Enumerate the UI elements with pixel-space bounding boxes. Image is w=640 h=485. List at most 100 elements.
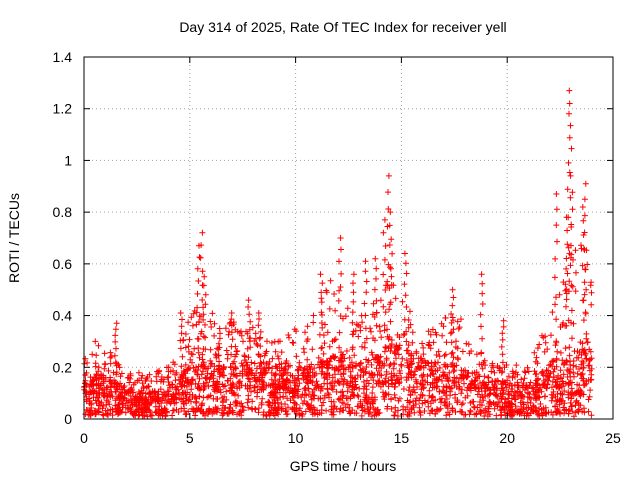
data-point [100, 412, 107, 419]
data-point [498, 411, 505, 418]
data-point [233, 373, 240, 380]
data-point [470, 398, 477, 405]
data-point [102, 361, 109, 368]
data-point [319, 311, 325, 318]
data-point [373, 380, 380, 387]
data-point [215, 346, 222, 353]
data-point [568, 282, 575, 289]
data-point [210, 406, 217, 413]
data-point [364, 406, 371, 413]
data-point [421, 408, 428, 414]
data-point [532, 404, 539, 411]
data-point [124, 374, 131, 381]
data-point [534, 382, 541, 389]
data-point [341, 376, 348, 383]
data-point [329, 364, 336, 371]
data-point [264, 338, 270, 345]
data-point [245, 304, 252, 310]
data-point [403, 304, 410, 310]
data-point [246, 326, 253, 333]
data-point [560, 279, 567, 286]
data-point [531, 349, 538, 356]
data-point [360, 378, 367, 385]
data-point [209, 382, 216, 389]
data-point [588, 412, 595, 419]
data-point [253, 340, 260, 347]
data-point [582, 352, 589, 358]
y-tick-label: 0.2 [53, 359, 73, 375]
data-point [233, 348, 240, 355]
data-point [388, 281, 395, 288]
data-point [190, 310, 197, 317]
data-point [377, 297, 384, 304]
data-point [179, 353, 186, 360]
y-tick-label: 1.2 [53, 101, 73, 117]
data-point [471, 383, 478, 389]
data-point [335, 396, 342, 403]
data-point [441, 399, 448, 406]
data-point [241, 352, 248, 359]
data-point [515, 384, 522, 391]
data-point [563, 322, 570, 329]
data-point [177, 310, 184, 316]
data-point [428, 407, 435, 414]
data-point [439, 332, 446, 339]
data-point [200, 385, 207, 391]
data-point [372, 355, 379, 362]
data-point [263, 413, 270, 419]
data-point [482, 362, 489, 369]
data-point [344, 380, 351, 387]
data-point [257, 359, 264, 366]
data-point [570, 369, 577, 376]
data-point [498, 343, 505, 350]
data-point [327, 380, 334, 387]
data-point [426, 387, 433, 394]
chart-title: Day 314 of 2025, Rate Of TEC Index for r… [179, 19, 506, 35]
data-point [578, 361, 585, 368]
y-tick-label: 0.4 [53, 308, 73, 324]
data-point [570, 391, 577, 398]
data-point [433, 377, 440, 384]
data-point [401, 250, 408, 257]
data-point [358, 412, 365, 419]
data-point [215, 387, 222, 393]
data-point [113, 360, 120, 367]
data-point [84, 359, 91, 366]
data-point [542, 339, 549, 346]
data-point [588, 355, 595, 362]
data-point [337, 395, 344, 402]
data-point [578, 242, 584, 249]
data-point [521, 375, 528, 382]
data-point [116, 364, 123, 371]
data-point [198, 242, 205, 249]
data-point [579, 370, 586, 377]
data-point [477, 311, 484, 318]
data-point [411, 409, 418, 416]
data-point [338, 349, 344, 356]
data-point [200, 282, 207, 289]
data-point [208, 324, 215, 330]
data-point [260, 379, 267, 386]
data-point [236, 410, 243, 417]
data-point [304, 376, 310, 383]
data-point [385, 189, 391, 196]
data-point [304, 400, 311, 407]
data-point [269, 365, 276, 372]
data-point [231, 391, 238, 398]
data-point [92, 338, 99, 345]
data-point [342, 404, 349, 411]
data-point [442, 351, 449, 358]
data-point [113, 395, 120, 402]
x-tick-label: 20 [499, 430, 515, 446]
data-point [200, 316, 207, 323]
data-point [489, 378, 496, 385]
data-point [186, 336, 193, 343]
data-point [247, 318, 254, 325]
data-point [293, 353, 300, 360]
data-point [577, 387, 584, 394]
data-point [326, 343, 333, 350]
data-point [443, 339, 450, 346]
data-point [521, 387, 528, 393]
data-point [582, 180, 589, 187]
